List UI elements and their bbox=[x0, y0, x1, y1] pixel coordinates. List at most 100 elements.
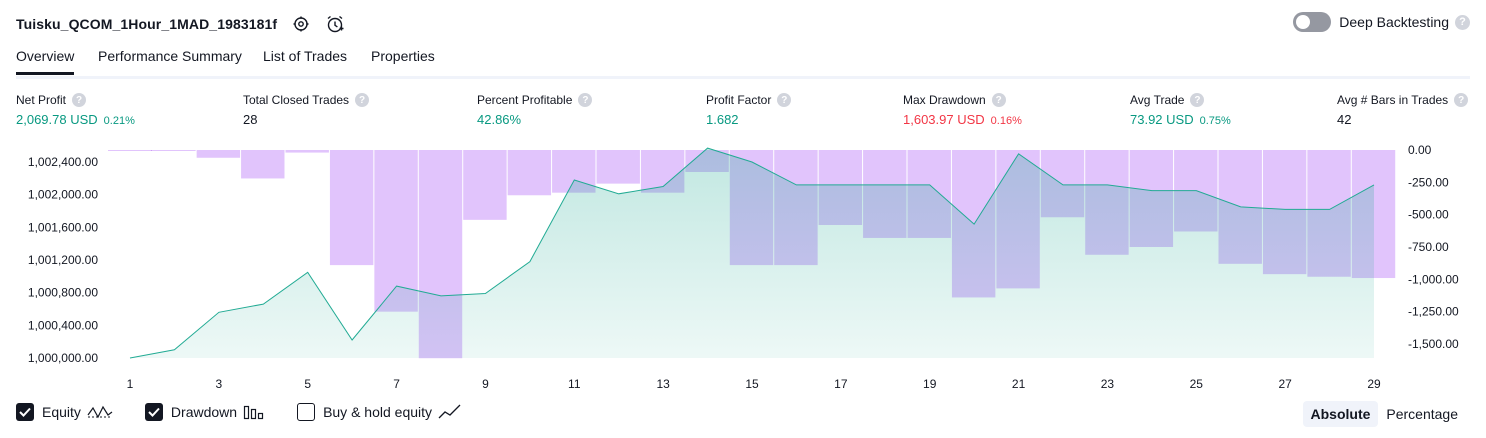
help-icon[interactable]: ? bbox=[355, 93, 370, 107]
metric-percent: 0.75% bbox=[1199, 115, 1231, 127]
x-axis-tick: 17 bbox=[834, 377, 848, 391]
x-axis-tick: 9 bbox=[482, 377, 489, 391]
right-axis-tick: -500.00 bbox=[1408, 208, 1449, 222]
left-axis-tick: 1,002,400.00 bbox=[28, 155, 98, 169]
left-axis-tick: 1,001,200.00 bbox=[28, 253, 98, 267]
equity-drawdown-chart: 1,002,400.00 1,002,000.00 1,001,600.00 1,00… bbox=[28, 143, 1459, 391]
chart-legend: Equity Drawdown Buy & hold equity bbox=[16, 403, 494, 421]
legend-buy-hold-label: Buy & hold equity bbox=[323, 404, 433, 420]
right-axis-tick: -750.00 bbox=[1408, 240, 1449, 254]
deep-backtesting-toggle[interactable] bbox=[1293, 12, 1332, 32]
legend-buy-hold[interactable]: Buy & hold equity bbox=[297, 403, 462, 421]
equity-checkbox[interactable] bbox=[16, 403, 34, 421]
metric-profit-factor: Profit Factor? 1.682 bbox=[706, 93, 792, 127]
x-axis-tick: 15 bbox=[745, 377, 759, 391]
x-axis-tick: 5 bbox=[304, 377, 311, 391]
left-axis: 1,002,400.00 1,002,000.00 1,001,600.00 1,00… bbox=[28, 155, 98, 365]
help-icon[interactable]: ? bbox=[1455, 14, 1470, 30]
drawdown-bar bbox=[374, 150, 418, 312]
x-axis-tick: 27 bbox=[1278, 377, 1292, 391]
right-axis-tick: -1,000.00 bbox=[1408, 272, 1459, 286]
drawdown-checkbox[interactable] bbox=[144, 403, 163, 421]
right-axis-tick: -250.00 bbox=[1408, 175, 1449, 189]
help-icon[interactable]: ? bbox=[1454, 93, 1469, 107]
metric-max-drawdown: Max Drawdown? 1,603.97 USD 0.16% bbox=[903, 93, 1022, 127]
equity-area bbox=[129, 147, 1375, 359]
drawdown-bar bbox=[196, 150, 241, 158]
left-axis-tick: 1,002,000.00 bbox=[28, 188, 98, 202]
right-axis-tick: 0.00 bbox=[1408, 143, 1432, 157]
x-axis-tick: 3 bbox=[216, 377, 223, 391]
tab-list-of-trades[interactable]: List of Trades bbox=[263, 48, 348, 64]
metric-label: Total Closed Trades bbox=[243, 93, 350, 107]
metric-value: 73.92 USD bbox=[1130, 112, 1194, 127]
metric-avg-trade: Avg Trade? 73.92 USD 0.75% bbox=[1130, 93, 1231, 127]
help-icon[interactable]: ? bbox=[991, 93, 1006, 107]
help-icon[interactable]: ? bbox=[777, 93, 792, 107]
x-axis-tick: 7 bbox=[393, 377, 400, 391]
help-icon[interactable]: ? bbox=[72, 93, 87, 107]
metric-value: 42 bbox=[1337, 112, 1352, 127]
report-tabs: Overview Performance Summary List of Tra… bbox=[16, 46, 1470, 79]
checkmark-icon bbox=[19, 407, 31, 417]
drawdown-bar bbox=[329, 150, 374, 266]
alarm-clock-icon[interactable] bbox=[325, 14, 345, 34]
drawdown-bar bbox=[241, 150, 285, 179]
checkmark-icon bbox=[148, 407, 160, 417]
x-axis: 1 3 5 7 9 11 13 15 17 19 21 23 25 27 29 bbox=[127, 377, 1381, 391]
drawdown-bar bbox=[108, 150, 152, 151]
x-axis-tick: 25 bbox=[1190, 377, 1204, 391]
legend-drawdown[interactable]: Drawdown bbox=[144, 403, 265, 421]
metric-label: Max Drawdown bbox=[903, 93, 986, 107]
metric-percent: 0.16% bbox=[990, 115, 1022, 127]
x-axis-tick: 13 bbox=[656, 377, 670, 391]
equity-line-icon bbox=[87, 404, 113, 420]
strategy-name: Tuisku_QCOM_1Hour_1MAD_1983181f bbox=[16, 16, 278, 32]
percentage-button[interactable]: Percentage bbox=[1386, 406, 1458, 422]
left-axis-tick: 1,000,000.00 bbox=[28, 351, 98, 365]
right-axis: 0.00 -250.00 -500.00 -750.00 -1,000.00 -1,250… bbox=[1408, 143, 1459, 351]
metric-value: 42.86% bbox=[477, 112, 522, 127]
metric-value: 1.682 bbox=[706, 112, 739, 127]
metric-label: Percent Profitable bbox=[477, 93, 573, 107]
drawdown-bar bbox=[285, 150, 329, 153]
deep-backtesting-label: Deep Backtesting bbox=[1339, 14, 1449, 30]
tab-overview[interactable]: Overview bbox=[16, 48, 75, 75]
drawdown-bar bbox=[463, 150, 507, 220]
x-axis-tick: 29 bbox=[1367, 377, 1381, 391]
metric-value: 2,069.78 USD bbox=[16, 112, 98, 127]
drawdown-bar bbox=[596, 150, 640, 184]
tab-performance-summary[interactable]: Performance Summary bbox=[98, 48, 242, 64]
left-axis-tick: 1,000,400.00 bbox=[28, 318, 98, 332]
metric-percent-profitable: Percent Profitable? 42.86% bbox=[477, 93, 593, 127]
x-axis-tick: 1 bbox=[127, 377, 134, 391]
tab-properties[interactable]: Properties bbox=[371, 48, 435, 64]
buy-hold-checkbox[interactable] bbox=[297, 403, 316, 421]
drawdown-bar bbox=[507, 150, 552, 196]
x-axis-tick: 21 bbox=[1012, 377, 1026, 391]
drawdown-bars-icon bbox=[243, 404, 265, 420]
metric-label: Avg Trade bbox=[1130, 93, 1185, 107]
metric-total-closed-trades: Total Closed Trades? 28 bbox=[243, 93, 370, 127]
left-axis-tick: 1,001,600.00 bbox=[28, 220, 98, 234]
help-icon[interactable]: ? bbox=[1190, 93, 1205, 107]
drawdown-bar bbox=[152, 150, 196, 151]
absolute-button[interactable]: Absolute bbox=[1302, 401, 1379, 427]
legend-drawdown-label: Drawdown bbox=[170, 404, 238, 420]
x-axis-tick: 23 bbox=[1101, 377, 1115, 391]
buy-hold-line-icon bbox=[438, 404, 462, 420]
x-axis-tick: 19 bbox=[923, 377, 937, 391]
gear-icon[interactable] bbox=[291, 14, 311, 34]
deep-backtesting-control: Deep Backtesting ? bbox=[1293, 12, 1470, 32]
left-axis-tick: 1,000,800.00 bbox=[28, 286, 98, 300]
metric-net-profit: Net Profit? 2,069.78 USD 0.21% bbox=[16, 93, 135, 127]
metric-avg-bars-in-trades: Avg # Bars in Trades? 42 bbox=[1337, 93, 1469, 127]
equity-area-fill bbox=[130, 148, 1374, 358]
legend-equity[interactable]: Equity bbox=[16, 403, 113, 421]
metric-label: Avg # Bars in Trades bbox=[1337, 93, 1449, 107]
legend-equity-label: Equity bbox=[42, 404, 81, 420]
metric-percent: 0.21% bbox=[103, 115, 135, 127]
help-icon[interactable]: ? bbox=[578, 93, 593, 107]
metric-value: 28 bbox=[243, 112, 258, 127]
strategy-header: Tuisku_QCOM_1Hour_1MAD_1983181f bbox=[16, 12, 345, 36]
